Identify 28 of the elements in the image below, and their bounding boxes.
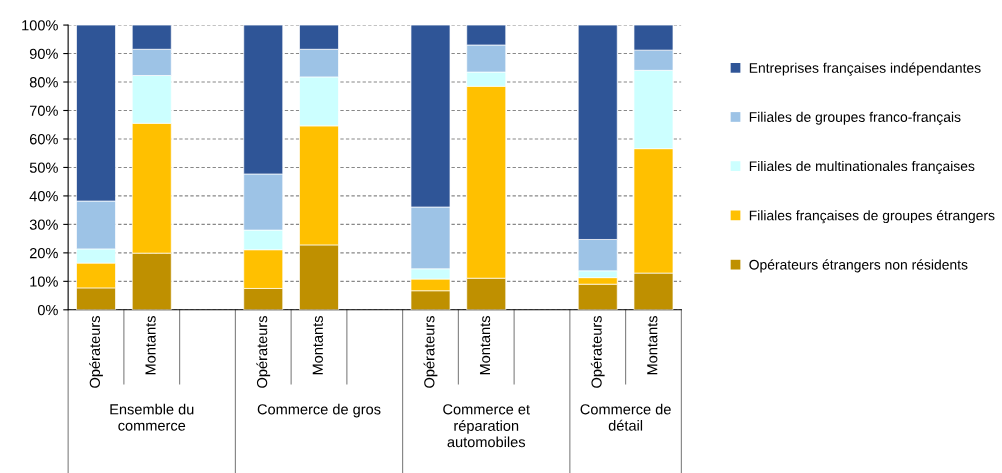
y-tick-label: 40% bbox=[29, 191, 58, 202]
text: Commerce et réparation automobiles bbox=[443, 404, 530, 448]
text: Ensemble du commerce bbox=[110, 403, 194, 431]
y-tick-label: 60% bbox=[29, 134, 58, 145]
y-tick-label: 70% bbox=[29, 105, 58, 116]
x-tick-label: Opérateurs bbox=[89, 316, 103, 388]
legend-label: Filiales de multinationales françaises bbox=[749, 160, 975, 174]
x-tick-label: Montants bbox=[312, 316, 323, 375]
x-tick-label: Opérateurs bbox=[256, 316, 271, 388]
y-tick-label: 30% bbox=[29, 219, 58, 230]
y-tick-label: 100% bbox=[22, 20, 58, 31]
x-tick-label: Montants bbox=[145, 316, 156, 375]
y-tick-label: 50% bbox=[29, 162, 58, 173]
x-tick-label: Montants bbox=[647, 316, 658, 375]
legend-label: Filiales de groupes franco-français bbox=[749, 111, 961, 125]
x-tick-label: Opérateurs bbox=[423, 316, 438, 388]
legend-label: Entreprises françaises indépendantes bbox=[749, 62, 981, 76]
legend-label: Opérateurs étrangers non résidents bbox=[749, 259, 968, 273]
y-tick-label: 0% bbox=[37, 304, 58, 316]
x-tick-label: Opérateurs bbox=[590, 316, 605, 388]
y-tick-label: 10% bbox=[30, 276, 58, 287]
y-tick-label: 80% bbox=[29, 77, 58, 88]
legend-label: Filiales françaises de groupes étrangers bbox=[749, 210, 995, 224]
x-tick-label: Montants bbox=[479, 316, 491, 375]
y-tick-label: 90% bbox=[29, 48, 58, 59]
y-tick-label: 20% bbox=[29, 247, 58, 259]
text: Commerce de gros bbox=[257, 403, 381, 418]
text: Commerce de détail bbox=[580, 403, 671, 431]
